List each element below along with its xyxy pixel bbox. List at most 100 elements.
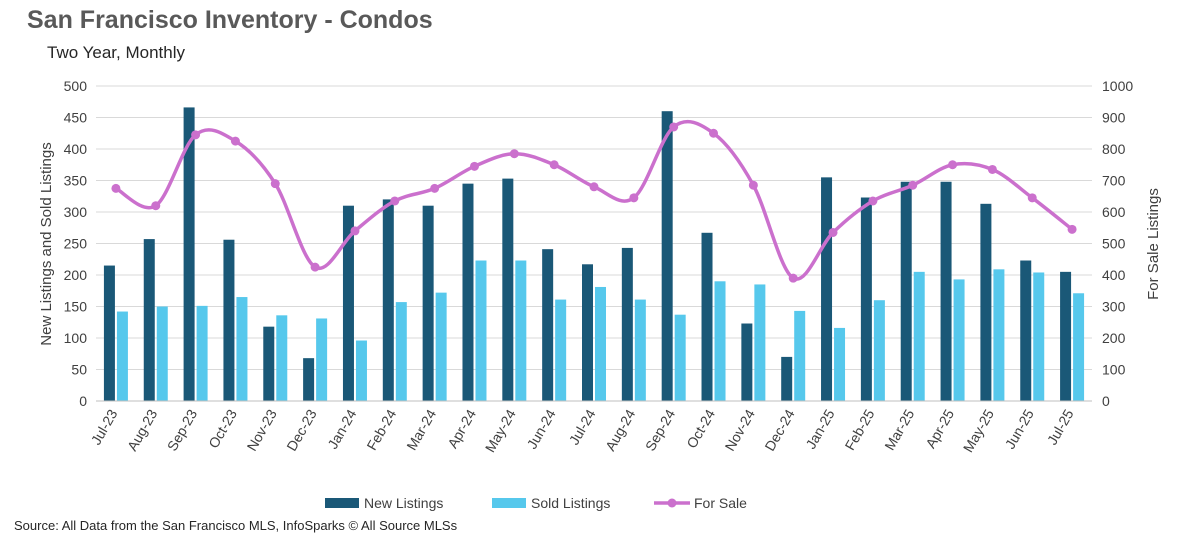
new-listings-bar xyxy=(263,326,275,401)
left-tick-label: 0 xyxy=(79,393,87,409)
right-tick-label: 400 xyxy=(1102,267,1126,283)
for-sale-point xyxy=(709,128,719,138)
x-tick-label: Oct-24 xyxy=(683,406,718,451)
for-sale-point xyxy=(908,180,918,190)
new-listings-series xyxy=(103,107,1072,402)
for-sale-point xyxy=(629,193,639,203)
for-sale-point xyxy=(469,161,479,171)
x-tick-label: Dec-23 xyxy=(283,406,320,453)
for-sale-point xyxy=(788,273,798,283)
x-tick-label: Apr-24 xyxy=(444,406,479,451)
left-axis: 0 50 100 150 200 250 300 350 400 450 500 xyxy=(64,78,88,409)
sold-listings-bar xyxy=(634,299,646,401)
sold-listings-bar xyxy=(913,271,925,401)
x-tick-label: Feb-25 xyxy=(841,406,877,453)
x-tick-label: Aug-24 xyxy=(602,406,639,453)
sold-listings-bar xyxy=(754,284,766,401)
sold-listings-bar xyxy=(395,302,407,401)
sold-listings-bar xyxy=(674,314,686,401)
new-listings-bar xyxy=(382,199,394,401)
x-tick-label: Dec-24 xyxy=(761,406,798,453)
sold-listings-bar xyxy=(355,340,367,401)
sold-listings-bar xyxy=(1033,272,1045,401)
for-sale-point xyxy=(748,180,758,190)
chart-title: San Francisco Inventory - Condos xyxy=(27,6,433,34)
left-tick-label: 250 xyxy=(64,236,88,252)
sold-listings-bar xyxy=(156,306,168,401)
new-listings-bar xyxy=(103,265,115,401)
right-axis-label: For Sale Listings xyxy=(1145,188,1162,300)
new-listings-bar xyxy=(821,177,833,401)
x-tick-label: May-25 xyxy=(960,406,997,455)
x-tick-label: Nov-23 xyxy=(243,406,280,453)
new-listings-bar xyxy=(422,205,434,401)
for-sale-point xyxy=(310,262,320,272)
left-tick-label: 400 xyxy=(64,141,88,157)
for-sale-point xyxy=(191,130,201,140)
sold-listings-bar xyxy=(116,311,128,401)
right-tick-label: 500 xyxy=(1102,236,1126,252)
x-axis: Jul-23 Aug-23 Sep-23 Oct-23 Nov-23 Dec-23 Jan-… xyxy=(88,400,1092,455)
for-sale-series xyxy=(111,119,1077,283)
new-listings-bar xyxy=(860,197,872,401)
sold-listings-bar xyxy=(316,318,328,401)
x-tick-label: Jul-25 xyxy=(1044,406,1077,447)
right-tick-label: 200 xyxy=(1102,330,1126,346)
new-listings-bar xyxy=(143,239,155,401)
sold-listings-bar xyxy=(794,310,806,401)
sold-listings-bar xyxy=(714,281,726,401)
left-axis-label: New Listings and Sold Listings xyxy=(38,142,55,345)
legend-forsale-marker xyxy=(667,498,677,508)
x-tick-label: Aug-23 xyxy=(124,406,161,453)
x-tick-label: Mar-25 xyxy=(881,406,917,453)
for-sale-point xyxy=(230,136,240,146)
for-sale-point xyxy=(151,201,161,211)
x-tick-label: Jul-24 xyxy=(566,406,599,447)
for-sale-point xyxy=(948,160,958,170)
left-tick-label: 50 xyxy=(71,362,87,378)
x-tick-label: Mar-24 xyxy=(403,406,439,453)
sold-listings-bar xyxy=(236,297,248,401)
x-tick-label: Jan-24 xyxy=(324,406,359,451)
for-sale-point xyxy=(987,164,997,174)
chart-subtitle: Two Year, Monthly xyxy=(47,43,185,62)
new-listings-bar xyxy=(781,356,793,401)
sold-listings-bar xyxy=(435,292,447,401)
sold-listings-bar xyxy=(993,269,1005,401)
right-tick-label: 0 xyxy=(1102,393,1110,409)
new-listings-bar xyxy=(1020,260,1032,401)
left-tick-label: 350 xyxy=(64,173,88,189)
new-listings-bar xyxy=(462,183,474,401)
right-tick-label: 1000 xyxy=(1102,78,1133,94)
x-tick-label: Jan-25 xyxy=(802,406,837,451)
for-sale-point xyxy=(589,182,599,192)
left-tick-label: 500 xyxy=(64,78,88,94)
x-tick-label: Sep-23 xyxy=(164,406,201,453)
new-listings-bar xyxy=(741,323,753,401)
left-tick-label: 300 xyxy=(64,204,88,220)
legend-new-swatch xyxy=(325,498,359,508)
right-tick-label: 900 xyxy=(1102,110,1126,126)
sold-listings-bar xyxy=(276,315,288,401)
for-sale-point xyxy=(868,196,878,206)
x-tick-label: Nov-24 xyxy=(722,406,759,453)
x-tick-label: May-24 xyxy=(482,406,519,455)
for-sale-point xyxy=(270,179,280,189)
legend: New Listings Sold Listings For Sale xyxy=(325,495,747,511)
legend-sold-label: Sold Listings xyxy=(531,495,610,511)
x-tick-label: Jun-24 xyxy=(523,406,558,451)
legend-new-label: New Listings xyxy=(364,495,443,511)
for-sale-point xyxy=(509,149,519,159)
right-tick-label: 800 xyxy=(1102,141,1126,157)
left-tick-label: 100 xyxy=(64,330,88,346)
new-listings-bar xyxy=(183,107,195,402)
new-listings-bar xyxy=(621,247,633,401)
new-listings-bar xyxy=(502,178,514,401)
left-tick-label: 450 xyxy=(64,110,88,126)
for-sale-point xyxy=(390,196,400,206)
for-sale-point xyxy=(350,226,360,236)
x-tick-label: Oct-23 xyxy=(205,406,240,451)
sold-listings-bar xyxy=(953,279,965,401)
source-note: Source: All Data from the San Francisco … xyxy=(14,518,458,533)
for-sale-point xyxy=(669,122,679,132)
